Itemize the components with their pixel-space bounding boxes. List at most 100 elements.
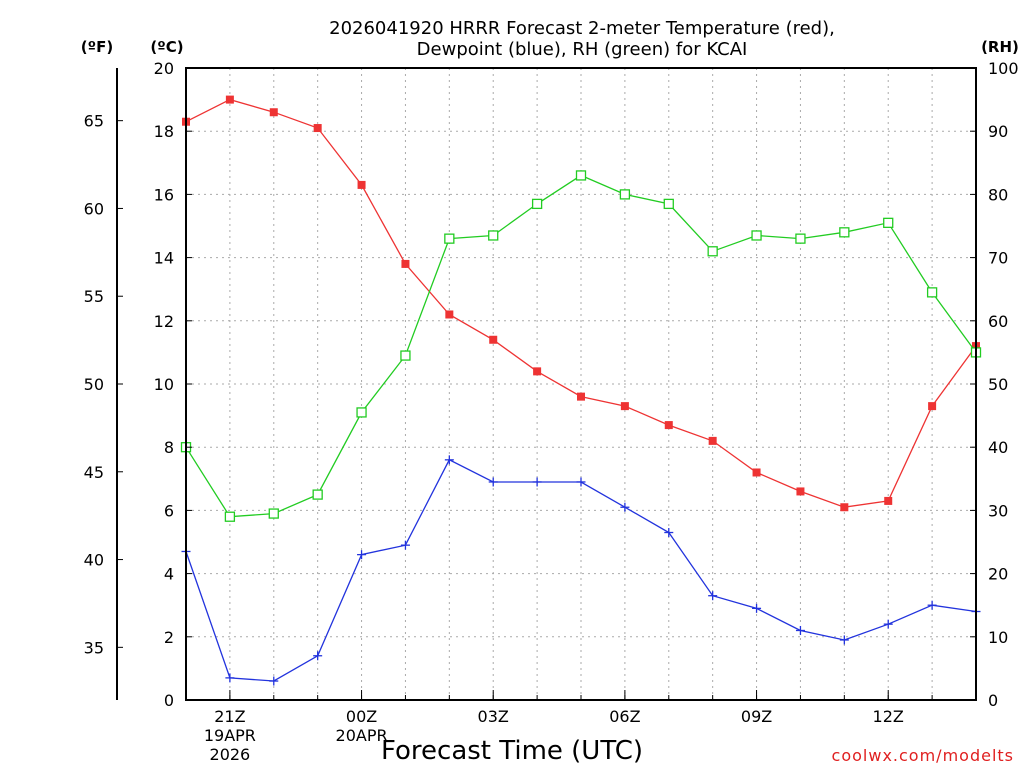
rh-point bbox=[312, 489, 323, 500]
celsius-tick-label: 4 bbox=[164, 565, 174, 584]
rh-tick-label: 10 bbox=[988, 628, 1008, 647]
rh-tick-label: 20 bbox=[988, 565, 1008, 584]
rh-point bbox=[531, 198, 543, 210]
dewpoint-point bbox=[488, 477, 498, 487]
celsius-tick-label: 6 bbox=[164, 501, 174, 520]
dewpoint-point bbox=[708, 591, 718, 601]
rh-point bbox=[926, 287, 938, 298]
rh-tick-label: 40 bbox=[988, 438, 1008, 457]
fahrenheit-tick-label: 45 bbox=[84, 463, 104, 482]
rh-point bbox=[488, 230, 499, 241]
rh-point bbox=[356, 407, 367, 418]
2-meter-temperature-point bbox=[489, 335, 498, 344]
celsius-tick-label: 2 bbox=[164, 628, 174, 647]
2-meter-temperature-point bbox=[445, 310, 454, 319]
fahrenheit-tick-label: 35 bbox=[84, 638, 104, 657]
rh-point bbox=[839, 227, 850, 238]
rh-tick-label: 100 bbox=[988, 59, 1019, 78]
x-tick-label: 06Z bbox=[609, 707, 640, 726]
x-tick-label: 03Z bbox=[478, 707, 509, 726]
rh-point bbox=[400, 350, 411, 361]
celsius-unit-label: (ºC) bbox=[150, 38, 183, 56]
2-meter-temperature-point bbox=[884, 496, 893, 505]
rh-point bbox=[444, 233, 455, 244]
x-tick-label: 09Z bbox=[741, 707, 772, 726]
fahrenheit-tick-label: 40 bbox=[84, 551, 104, 570]
celsius-tick-label: 14 bbox=[154, 249, 174, 268]
rh-point bbox=[575, 170, 587, 181]
rh-tick-label: 50 bbox=[988, 375, 1008, 394]
x-tick-year-label: 2026 bbox=[210, 745, 251, 764]
rh-point bbox=[663, 198, 674, 210]
2-meter-temperature-point bbox=[269, 108, 278, 117]
rh-point bbox=[883, 217, 894, 228]
fahrenheit-tick-label: 55 bbox=[84, 287, 104, 306]
dewpoint-line bbox=[185, 458, 977, 682]
2-meter-temperature-point bbox=[620, 402, 629, 411]
2-meter-temperature-point bbox=[664, 421, 673, 430]
rh-point bbox=[795, 233, 806, 244]
rh-tick-label: 80 bbox=[988, 185, 1008, 204]
dewpoint-point bbox=[620, 502, 630, 512]
axis-layer: 0 2 4 6 8 10 12 14 16 18 20 35 40 45 50 55 60 65 0 10 20 30 40… bbox=[84, 59, 1019, 764]
dewpoint-point bbox=[400, 540, 410, 550]
dewpoint-point bbox=[927, 600, 937, 610]
rh-tick-label: 90 bbox=[988, 122, 1008, 141]
2-meter-temperature-point bbox=[357, 180, 366, 189]
dewpoint-point bbox=[795, 625, 805, 635]
dewpoint-point bbox=[444, 455, 454, 465]
2-meter-temperature-point bbox=[840, 503, 849, 512]
fahrenheit-tick-label: 60 bbox=[84, 199, 104, 218]
celsius-tick-label: 10 bbox=[154, 375, 174, 394]
dewpoint-point bbox=[357, 550, 367, 560]
dewpoint-point bbox=[664, 528, 674, 538]
2-meter-temperature-point bbox=[313, 124, 322, 133]
x-tick-label: 21Z bbox=[214, 707, 245, 726]
chart-title-line-1: 2026041920 HRRR Forecast 2-meter Tempera… bbox=[329, 18, 835, 39]
celsius-tick-label: 20 bbox=[154, 59, 174, 78]
x-tick-label: 12Z bbox=[873, 707, 904, 726]
2-meter-temperature-point bbox=[796, 487, 805, 496]
dewpoint-point bbox=[269, 676, 279, 686]
credit-label: coolwx.com/modelts bbox=[832, 746, 1014, 765]
rh-point bbox=[268, 508, 279, 519]
2-meter-temperature-point bbox=[708, 436, 717, 445]
celsius-tick-label: 8 bbox=[164, 438, 174, 457]
chart-title-line-2: Dewpoint (blue), RH (green) for KCAI bbox=[417, 39, 748, 60]
2-meter-temperature-point bbox=[752, 468, 761, 477]
dewpoint-point bbox=[752, 603, 762, 613]
grid-lines bbox=[186, 68, 976, 700]
x-tick-date-label: 19APR bbox=[204, 726, 256, 745]
rh-point bbox=[707, 246, 718, 257]
2-meter-temperature-point bbox=[401, 259, 410, 268]
celsius-tick-label: 0 bbox=[164, 691, 174, 710]
2-meter-temperature-point bbox=[928, 402, 937, 411]
dewpoint-point bbox=[576, 477, 586, 487]
plot-frame bbox=[185, 67, 977, 701]
rh-tick-label: 30 bbox=[988, 501, 1008, 520]
fahrenheit-tick-label: 50 bbox=[84, 375, 104, 394]
2-meter-temperature-point bbox=[533, 367, 542, 376]
rh-unit-label: (RH) bbox=[981, 38, 1019, 56]
fahrenheit-unit-label: (ºF) bbox=[81, 38, 113, 56]
x-tick-date-label: 20APR bbox=[336, 726, 388, 745]
rh-tick-label: 0 bbox=[988, 691, 998, 710]
rh-point bbox=[619, 189, 631, 200]
dewpoint-point bbox=[313, 651, 323, 661]
2-meter-temperature-point bbox=[577, 392, 585, 401]
dewpoint-point bbox=[225, 673, 235, 683]
celsius-tick-label: 12 bbox=[154, 312, 174, 331]
dewpoint-point bbox=[532, 477, 542, 487]
x-axis-label: Forecast Time (UTC) bbox=[381, 736, 643, 766]
fahrenheit-tick-label: 65 bbox=[84, 112, 104, 131]
x-tick-label: 00Z bbox=[346, 707, 377, 726]
celsius-tick-label: 16 bbox=[154, 185, 174, 204]
celsius-tick-label: 18 bbox=[154, 122, 174, 141]
dewpoint-point bbox=[839, 635, 849, 645]
dewpoint-point bbox=[883, 619, 893, 629]
rh-point bbox=[224, 511, 236, 522]
rh-tick-label: 70 bbox=[988, 249, 1008, 268]
2-meter-temperature-point bbox=[225, 95, 234, 104]
rh-tick-label: 60 bbox=[988, 312, 1008, 331]
